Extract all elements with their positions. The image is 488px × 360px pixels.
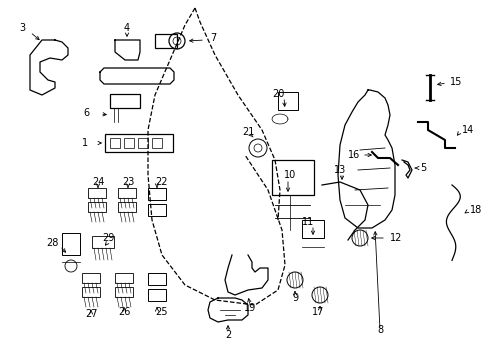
Bar xyxy=(105,134,173,152)
Text: 4: 4 xyxy=(123,23,130,33)
Bar xyxy=(138,138,148,148)
Text: 3: 3 xyxy=(19,23,25,33)
Text: 19: 19 xyxy=(244,303,256,313)
Bar xyxy=(118,202,136,212)
Text: 8: 8 xyxy=(376,325,382,335)
Text: 14: 14 xyxy=(461,125,473,135)
Text: 27: 27 xyxy=(84,309,97,319)
Bar xyxy=(115,273,133,283)
Text: 29: 29 xyxy=(102,233,114,243)
Text: 16: 16 xyxy=(347,150,359,160)
Text: 25: 25 xyxy=(156,307,168,317)
Bar xyxy=(82,287,100,297)
Text: 11: 11 xyxy=(301,217,313,227)
Text: 21: 21 xyxy=(242,127,254,137)
Text: 28: 28 xyxy=(46,238,58,248)
Bar xyxy=(118,188,136,198)
Text: 1: 1 xyxy=(81,138,88,148)
Text: 2: 2 xyxy=(224,330,231,340)
Text: 15: 15 xyxy=(449,77,462,87)
Bar xyxy=(155,34,177,48)
Bar xyxy=(271,160,313,195)
Bar xyxy=(302,220,324,238)
Bar xyxy=(148,289,165,301)
Text: 18: 18 xyxy=(469,205,481,215)
Bar xyxy=(152,138,162,148)
Bar xyxy=(110,138,120,148)
Bar xyxy=(278,92,297,110)
Bar xyxy=(92,236,114,248)
Text: 6: 6 xyxy=(84,108,90,118)
Bar xyxy=(148,188,165,200)
Text: 20: 20 xyxy=(271,89,284,99)
Text: 10: 10 xyxy=(284,170,296,180)
Text: 17: 17 xyxy=(311,307,324,317)
Text: 9: 9 xyxy=(291,293,298,303)
Text: 13: 13 xyxy=(333,165,346,175)
Text: 23: 23 xyxy=(122,177,134,187)
Bar xyxy=(82,273,100,283)
Bar xyxy=(88,188,106,198)
Text: 26: 26 xyxy=(118,307,130,317)
Bar xyxy=(148,204,165,216)
Text: 24: 24 xyxy=(92,177,104,187)
Text: 5: 5 xyxy=(419,163,426,173)
Text: 7: 7 xyxy=(209,33,216,43)
Bar xyxy=(148,273,165,285)
Text: 12: 12 xyxy=(389,233,402,243)
Bar xyxy=(110,94,140,108)
Bar xyxy=(62,233,80,255)
Text: 22: 22 xyxy=(156,177,168,187)
Bar xyxy=(124,138,134,148)
Bar xyxy=(88,202,106,212)
Bar xyxy=(115,287,133,297)
